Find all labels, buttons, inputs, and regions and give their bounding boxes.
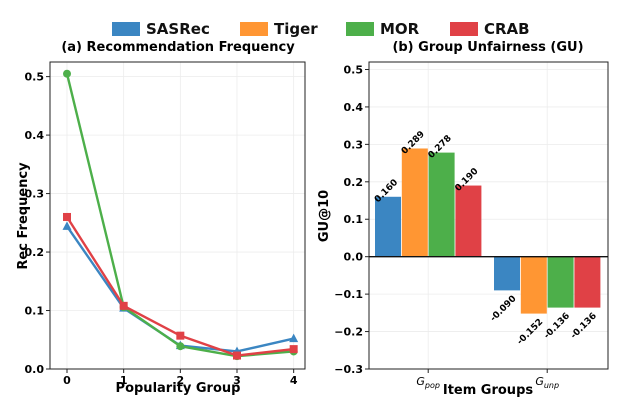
legend-item-crab: CRAB [450,20,530,38]
bar-mor-unp [547,256,574,308]
point-sasrec-4 [289,333,299,343]
point-crab-3 [233,351,241,360]
left-x-tick-label: 4 [290,374,298,387]
bar-tiger-pop [401,148,428,257]
legend-label: CRAB [484,20,530,38]
point-crab-2 [176,331,185,340]
bar-mor-pop [428,152,455,257]
legend-swatch [346,22,374,36]
legend-label: Tiger [274,20,318,38]
left-y-tick-label: 0.4 [25,129,45,142]
legend-item-mor: MOR [346,20,420,38]
right-y-tick-label: 0.2 [344,176,364,189]
right-y-tick-label: 0.3 [344,138,364,151]
right-plot-frame [368,61,609,370]
bar-crab-unp [574,256,601,308]
point-mor-2 [176,342,185,351]
bar-crab-pop [455,185,482,257]
legend-label: SASRec [146,20,210,38]
legend-item-sasrec: SASRec [112,20,210,38]
left-y-tick-label: 0.5 [25,71,45,84]
series-tiger: 0.289-0.152 [400,129,547,347]
bar-value-label: -0.090 [489,294,519,324]
point-mor-0 [63,69,71,78]
legend-swatch [112,22,140,36]
left-chart-title: (a) Recommendation Frequency [61,40,295,55]
category-subscript: unp [544,381,559,390]
point-crab-0 [63,212,71,221]
right-y-tick-label: 0.0 [344,251,364,264]
category-main: G [416,375,425,388]
left-x-tick-label: 2 [177,374,185,387]
left-plot-frame [49,61,306,370]
left-x-axis-label: Popularity Group [116,381,241,396]
right-y-tick-label: 0.1 [344,213,364,226]
left-y-tick-label: 0.0 [25,363,45,376]
legend-item-tiger: Tiger [240,20,318,38]
right-x-tick-label-unp: Gunp [535,375,559,390]
series-crab [63,212,298,360]
right-y-tick-label: 0.5 [344,63,364,76]
left-grid [50,62,305,370]
series-crab: 0.190-0.136 [453,167,601,341]
bar-sasrec-pop [375,196,401,257]
left-x-tick-label: 0 [63,374,71,387]
legend-swatch [240,22,268,36]
left-y-tick-label: 0.2 [25,246,45,259]
legend: SASRec Tiger MOR CRAB [112,20,530,38]
bar-tiger-unp [520,256,547,314]
point-crab-1 [119,301,128,310]
right-chart-title: (b) Group Unfairness (GU) [392,40,583,55]
right-chart: −0.3−0.2−0.10.00.10.20.30.40.50.160-0.09… [334,61,609,390]
point-crab-4 [289,345,298,354]
left-chart: 0 1 2 3 4 0.0 0.1 0.2 0.3 0.4 0.5 [25,61,306,387]
right-x-tick-label-pop: Gpop [416,375,440,390]
category-main: G [535,375,544,388]
bar-value-label: -0.136 [569,311,599,341]
bar-value-label: -0.152 [515,317,545,347]
right-y-tick-label: −0.3 [334,363,363,376]
right-y-axis-label: GU@10 [317,190,332,242]
right-x-axis-label: Item Groups [443,383,534,398]
point-sasrec-0 [62,221,72,230]
bar-sasrec-unp [494,256,520,291]
left-y-tick-label: 0.3 [25,188,45,201]
bar-value-label: -0.136 [542,311,572,341]
right-y-tick-label: −0.1 [334,288,363,301]
category-subscript: pop [424,381,440,390]
right-y-tick-label: 0.4 [344,101,364,114]
legend-swatch [450,22,478,36]
left-x-tick-label: 3 [233,374,241,387]
left-y-tick-label: 0.1 [25,305,45,318]
right-y-tick-label: −0.2 [334,326,363,339]
left-x-tick-label: 1 [120,374,128,387]
left-y-axis-label: Rec Frequency [16,162,31,270]
legend-label: MOR [380,20,420,38]
